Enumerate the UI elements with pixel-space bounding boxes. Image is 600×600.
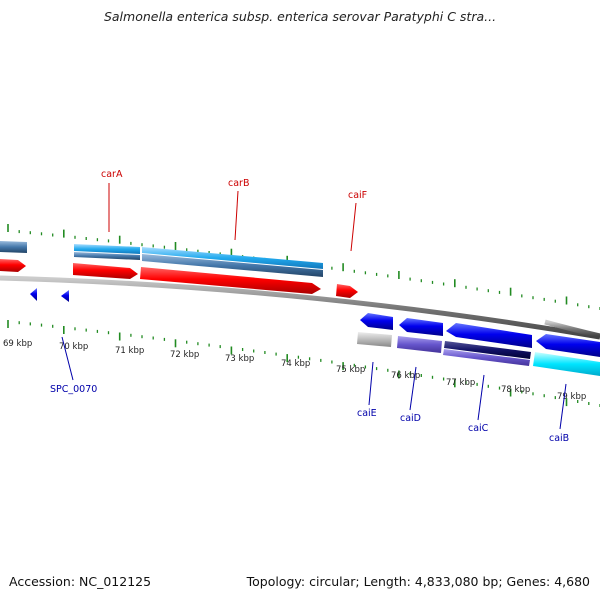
- tick-label: 69 kbp: [3, 339, 32, 349]
- cds-arrow[interactable]: [61, 290, 69, 302]
- feature-bar[interactable]: [74, 252, 140, 260]
- cds-arrow[interactable]: [140, 267, 321, 294]
- gene-label-carb[interactable]: carB: [228, 178, 249, 189]
- genome-backbone: [0, 275, 600, 340]
- outer-tick-marks: [7, 224, 600, 310]
- genome-backbone-edge: [544, 319, 600, 339]
- gene-label-caib[interactable]: caiB: [549, 433, 569, 444]
- tick-label: 78 kbp: [501, 385, 530, 395]
- gene-label-caic[interactable]: caiC: [468, 423, 489, 434]
- tick-label: 79 kbp: [557, 392, 586, 402]
- gene-labels-top: carA carB caiF: [101, 169, 367, 252]
- feature-bar[interactable]: [0, 241, 27, 253]
- coordinate-labels: 69 kbp 70 kbp 71 kbp 72 kbp 73 kbp 74 kb…: [3, 339, 586, 402]
- feature-bar[interactable]: [443, 349, 530, 366]
- lower-feature-track: [357, 332, 600, 376]
- inner-tick-marks: [7, 320, 600, 407]
- tick-label: 73 kbp: [225, 354, 254, 364]
- accession-label: Accession: NC_012125: [9, 574, 152, 589]
- feature-bar[interactable]: [533, 352, 600, 376]
- tick-label: 75 kbp: [336, 365, 365, 375]
- tick-label: 74 kbp: [281, 359, 310, 369]
- gene-label-cara[interactable]: carA: [101, 169, 123, 180]
- tick-label: 76 kbp: [391, 371, 420, 381]
- map-title: Salmonella enterica subsp. enterica sero…: [103, 9, 497, 24]
- tick-label: 72 kbp: [170, 350, 199, 360]
- feature-bar[interactable]: [74, 244, 140, 254]
- upper-feature-track: [0, 241, 323, 277]
- feature-bar[interactable]: [444, 341, 531, 359]
- forward-cds-track: [0, 259, 358, 298]
- cds-arrow[interactable]: [360, 313, 393, 330]
- cds-arrow[interactable]: [73, 263, 138, 279]
- gene-label-caid[interactable]: caiD: [400, 413, 421, 424]
- cds-arrow[interactable]: [30, 288, 37, 301]
- feature-bar[interactable]: [397, 336, 442, 353]
- cds-arrow[interactable]: [536, 334, 600, 357]
- feature-bar[interactable]: [142, 254, 323, 277]
- feature-bar[interactable]: [357, 332, 392, 347]
- feature-bar[interactable]: [142, 247, 323, 269]
- genome-summary: Topology: circular; Length: 4,833,080 bp…: [246, 574, 590, 589]
- gene-label-spc-0070[interactable]: SPC_0070: [50, 384, 97, 395]
- cds-arrow[interactable]: [399, 318, 443, 336]
- cds-arrow[interactable]: [0, 259, 26, 272]
- cds-arrow[interactable]: [336, 284, 358, 298]
- gene-labels-bottom: SPC_0070 caiE caiD caiC caiB: [50, 336, 569, 444]
- tick-label: 77 kbp: [446, 378, 475, 388]
- cds-arrow[interactable]: [446, 323, 532, 348]
- gene-label-caie[interactable]: caiE: [357, 408, 377, 419]
- tick-label: 70 kbp: [59, 342, 88, 352]
- tick-label: 71 kbp: [115, 346, 144, 356]
- reverse-cds-track: [30, 288, 600, 357]
- gene-label-caif[interactable]: caiF: [348, 190, 367, 201]
